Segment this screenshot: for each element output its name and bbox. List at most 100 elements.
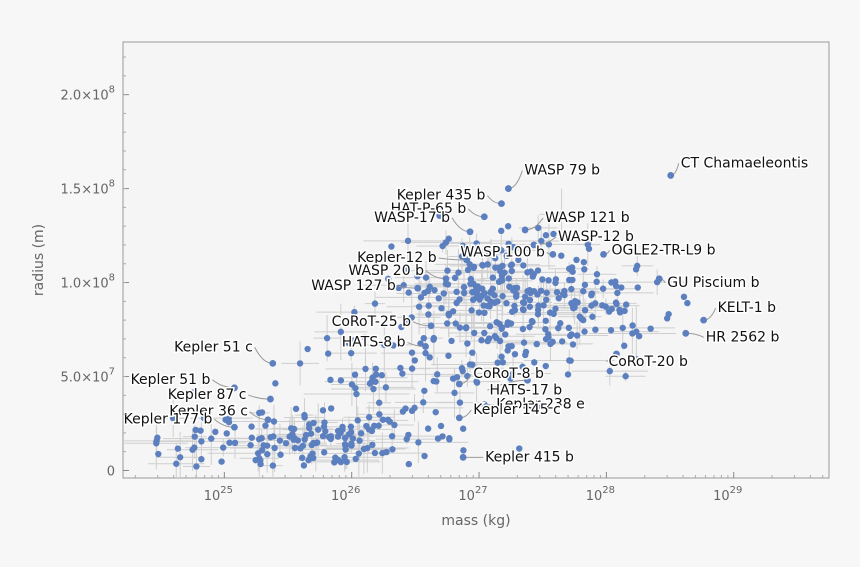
data-point [388,243,395,250]
point-label: CT Chamaeleontis [681,155,808,171]
data-point [403,435,410,443]
data-point [361,334,368,341]
data-point [334,427,342,435]
data-point [550,310,557,318]
data-point [521,293,529,300]
point-label: Kepler-12 b [357,250,437,266]
data-point [522,348,530,356]
data-point [415,439,422,446]
data-point [324,350,332,357]
data-point [491,332,499,340]
data-point [531,359,538,366]
data-point [614,289,621,297]
data-point [411,357,418,364]
data-point [576,313,583,320]
data-point [301,414,308,421]
labeled-point [682,329,690,337]
data-point [267,434,274,441]
data-point [351,308,358,316]
data-point [622,373,629,380]
data-point [437,422,445,430]
data-point [542,362,549,370]
data-point [197,427,204,434]
data-point [351,371,359,378]
data-point [426,354,433,361]
data-point [382,384,390,391]
x-axis-title: mass (kg) [441,513,510,529]
data-point [339,423,346,431]
y-axis-ticks: 0 5.0×107 1.0×108 1.5×108 2.0×108 [61,56,129,479]
data-point [354,417,361,424]
data-point [508,342,515,350]
labeled-point [549,250,557,258]
labeled-point [530,241,538,249]
data-point [569,341,577,348]
data-point [469,349,476,356]
point-label: KELT-1 b [718,300,777,316]
labeled-point [613,350,620,358]
data-point [478,337,485,344]
data-point [542,232,550,239]
point-label: WASP-17 b [374,210,450,226]
data-point [247,441,254,449]
data-point [155,450,162,458]
data-point [431,286,438,294]
data-point [320,449,328,456]
data-point [543,289,550,296]
point-label: WASP 121 b [545,210,630,226]
data-point [368,427,376,435]
point-label: CoRoT-25 b [332,314,412,330]
data-point [174,445,182,452]
data-point [309,454,317,462]
data-point [493,319,501,326]
data-point [498,353,505,360]
data-point [566,276,573,284]
data-point [528,317,536,325]
data-point [634,284,641,291]
data-point [552,279,559,287]
data-point [390,342,397,349]
data-point [542,317,549,324]
data-point [559,290,567,298]
data-point [540,302,547,309]
data-point [533,340,540,348]
data-point [475,309,483,316]
y-tick-label: 1.5×108 [61,179,115,198]
data-point [436,212,443,219]
data-point [476,296,483,303]
data-point [282,440,290,447]
data-point [494,359,501,366]
data-point [347,423,355,430]
point-label: OGLE2-TR-L9 b [612,242,716,258]
data-point [545,277,552,284]
data-point [460,447,467,454]
data-point [464,266,472,274]
data-point [635,332,643,340]
data-point [192,426,199,434]
data-point [623,301,630,308]
data-point [573,256,580,264]
data-point [484,261,491,268]
data-point [497,268,504,275]
data-point [371,422,378,429]
data-point [327,405,335,412]
data-point [519,363,526,370]
data-point [422,349,429,357]
data-point [323,334,331,342]
data-point [397,364,404,372]
data-point [451,389,458,397]
data-point [198,456,205,463]
labeled-point [524,376,531,384]
data-point [539,276,546,283]
data-point [520,306,527,314]
data-point [481,309,488,317]
data-point [369,441,376,449]
data-point [218,458,225,465]
data-point [499,262,506,270]
x-tick-label: 1029 [713,485,742,504]
point-cloud [153,211,691,470]
data-point [558,338,566,345]
data-point [439,242,446,250]
x-axis-ticks: 1025 1026 1027 1028 1029 [134,472,824,504]
point-label: Kepler 51 c [174,339,253,355]
